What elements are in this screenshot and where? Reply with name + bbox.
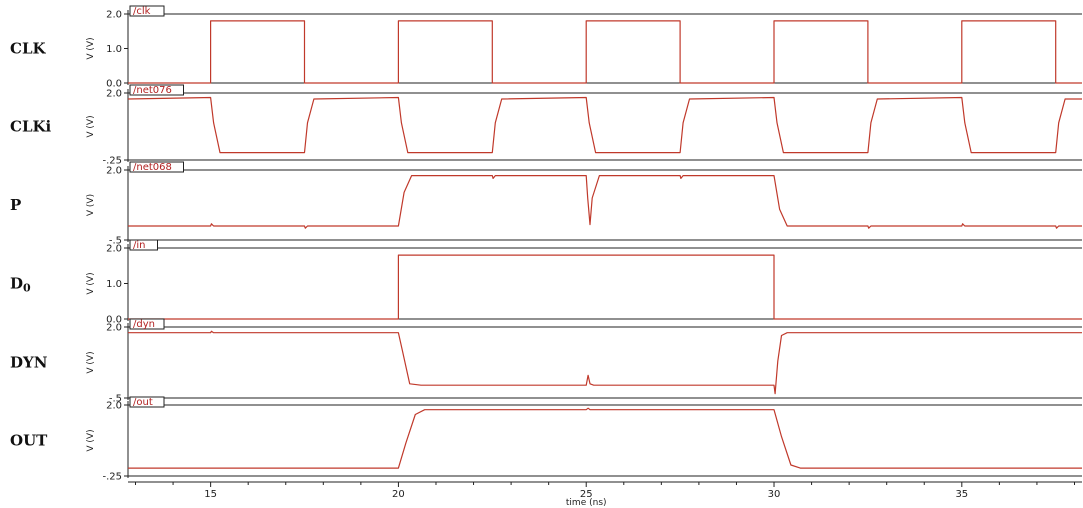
y-tick-label: -.5 — [109, 394, 122, 405]
y-tick-label: -.25 — [102, 472, 122, 483]
signal-label: P — [10, 196, 21, 214]
y-axis-label: V (V) — [86, 272, 96, 294]
net-tag-label: /clk — [133, 6, 151, 17]
y-tick-label: 2.0 — [106, 244, 122, 255]
y-tick-label: 2.0 — [106, 323, 122, 334]
x-tick-label: 25 — [580, 489, 593, 500]
net-tag-box — [129, 396, 165, 408]
signal-label: D0 — [10, 275, 31, 295]
y-tick-label: -.5 — [109, 236, 122, 247]
net-tag-label: /in — [133, 240, 146, 251]
net-tag-label: /dyn — [133, 319, 155, 330]
waveform-trace-clki — [127, 96, 1082, 154]
waveform-trace-out — [128, 407, 1082, 469]
y-axis-label: V (V) — [86, 194, 96, 216]
y-tick-label: 1.0 — [106, 279, 122, 290]
net-tag-box — [129, 5, 165, 17]
y-tick-label: 2.0 — [106, 166, 122, 177]
y-axis-label: V (V) — [86, 351, 96, 373]
x-tick-label: 30 — [768, 489, 781, 500]
net-tag-label: /net076 — [133, 85, 172, 96]
x-tick-label: 15 — [204, 489, 217, 500]
y-axis-label: V (V) — [86, 37, 96, 59]
x-tick-label: 20 — [392, 489, 405, 500]
net-tag-box — [129, 84, 184, 96]
net-tag-box — [129, 318, 165, 330]
net-tag-label: /out — [133, 397, 153, 408]
signal-label: CLKi — [10, 118, 52, 136]
x-tick-label: 35 — [955, 489, 968, 500]
waveform-trace-p — [128, 175, 1082, 229]
waveform-trace-d0 — [128, 254, 1082, 320]
y-tick-label: 2.0 — [106, 89, 122, 100]
y-tick-label: 0.0 — [106, 79, 122, 90]
signal-label: OUT — [10, 432, 48, 450]
signal-label: CLK — [10, 40, 46, 58]
net-tag-box — [129, 239, 158, 251]
y-tick-label: 2.0 — [106, 401, 122, 412]
waveform-trace-dyn — [128, 330, 1082, 395]
y-axis-label: V (V) — [86, 429, 96, 451]
signal-label: DYN — [10, 354, 48, 372]
y-axis-label: V (V) — [86, 115, 96, 137]
y-tick-label: 1.0 — [106, 44, 122, 55]
net-tag-box — [129, 161, 184, 173]
waveform-trace-clk — [128, 20, 1082, 84]
y-tick-label: 0.0 — [106, 315, 122, 326]
x-axis-label: time (ns) — [566, 498, 607, 508]
y-tick-label: 2.0 — [106, 10, 122, 21]
y-tick-label: -.25 — [102, 156, 122, 167]
net-tag-label: /net068 — [133, 162, 172, 173]
